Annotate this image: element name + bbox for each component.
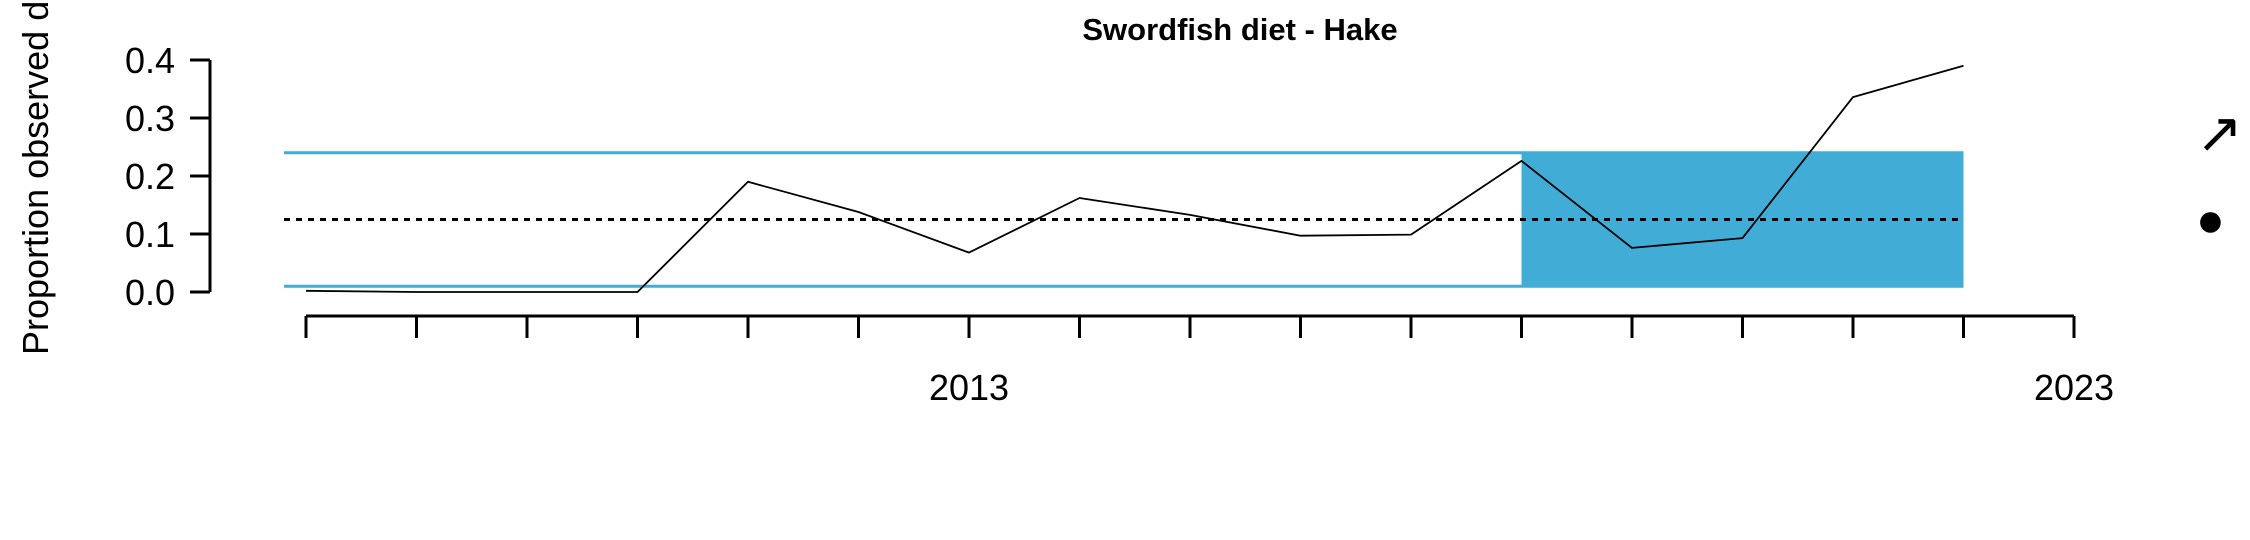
y-tick-label: 0.2 [125, 156, 175, 197]
y-tick-label: 0.3 [125, 98, 175, 139]
x-tick-label: 2023 [2034, 367, 2114, 408]
chart-title: Swordfish diet - Hake [1082, 12, 1397, 47]
trend-arrow-icon: ↗ [2196, 101, 2243, 164]
x-tick-label: 2013 [929, 367, 1009, 408]
y-tick-label: 0.1 [125, 214, 175, 255]
y-axis-title: Proportion observed diet [15, 0, 56, 355]
y-tick-label: 0.0 [125, 272, 175, 313]
x-axis: 2013 2023 [304, 314, 2114, 408]
y-axis: 0.0 0.1 0.2 0.3 0.4 [125, 40, 212, 313]
y-tick-label: 0.4 [125, 40, 175, 81]
series-line [305, 64, 1964, 293]
mean-status-dot-icon: ● [2196, 194, 2225, 247]
